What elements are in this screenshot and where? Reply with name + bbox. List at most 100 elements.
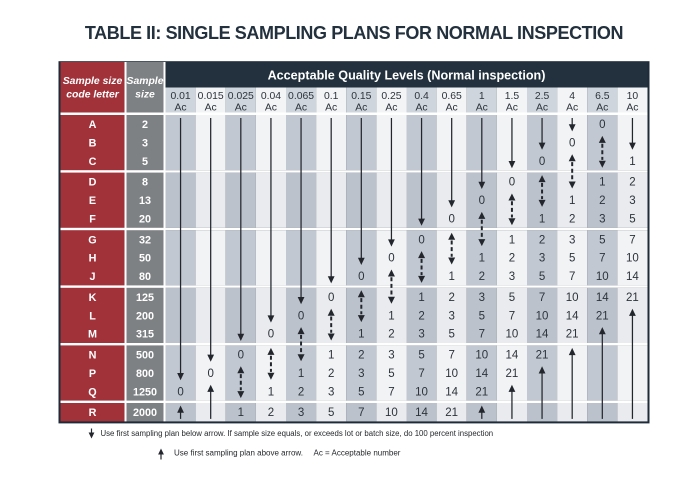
svg-text:6.5: 6.5	[595, 91, 610, 102]
svg-text:1: 1	[238, 407, 244, 419]
svg-text:3: 3	[142, 138, 148, 150]
svg-text:G: G	[88, 234, 96, 246]
svg-text:Ac: Ac	[295, 103, 307, 114]
svg-text:2: 2	[142, 119, 148, 131]
svg-text:M: M	[88, 329, 97, 341]
svg-text:5: 5	[539, 271, 545, 283]
svg-text:21: 21	[536, 350, 549, 362]
svg-text:0.015: 0.015	[198, 91, 224, 102]
svg-text:5: 5	[569, 253, 575, 265]
svg-text:10: 10	[566, 292, 579, 304]
svg-text:2: 2	[328, 368, 334, 380]
svg-text:3: 3	[539, 253, 545, 265]
svg-text:Ac: Ac	[325, 103, 337, 114]
svg-text:7: 7	[388, 386, 394, 398]
svg-text:N: N	[89, 350, 97, 362]
svg-text:Ac: Ac	[235, 103, 247, 114]
svg-text:14: 14	[626, 271, 639, 283]
svg-text:14: 14	[566, 310, 579, 322]
svg-text:Ac: Ac	[536, 103, 548, 114]
svg-text:13: 13	[139, 195, 151, 207]
svg-text:Ac: Ac	[596, 103, 608, 114]
svg-text:Sample: Sample	[127, 76, 164, 87]
svg-text:3: 3	[599, 214, 605, 226]
svg-text:Ac: Ac	[415, 103, 427, 114]
svg-text:0: 0	[388, 253, 394, 265]
svg-text:5: 5	[629, 214, 635, 226]
svg-text:0: 0	[238, 350, 244, 362]
svg-text:1: 1	[599, 177, 605, 189]
svg-text:14: 14	[536, 329, 549, 341]
svg-text:3: 3	[418, 329, 424, 341]
svg-text:0: 0	[298, 310, 304, 322]
svg-text:14: 14	[506, 350, 519, 362]
svg-text:80: 80	[139, 271, 151, 283]
svg-text:0: 0	[569, 138, 575, 150]
svg-text:5: 5	[142, 156, 148, 168]
svg-text:4: 4	[569, 91, 575, 102]
svg-text:7: 7	[629, 234, 635, 246]
svg-text:F: F	[89, 214, 96, 226]
svg-text:TABLE II: SINGLE SAMPLING PLAN: TABLE II: SINGLE SAMPLING PLANS FOR NORM…	[85, 23, 623, 43]
svg-text:2: 2	[629, 177, 635, 189]
svg-text:P: P	[89, 368, 96, 380]
svg-text:2: 2	[388, 329, 394, 341]
svg-text:2: 2	[268, 407, 274, 419]
svg-text:1: 1	[569, 195, 575, 207]
svg-text:L: L	[89, 310, 96, 322]
svg-text:21: 21	[566, 329, 579, 341]
svg-text:7: 7	[569, 271, 575, 283]
svg-text:3: 3	[448, 310, 454, 322]
svg-text:0: 0	[448, 214, 454, 226]
svg-text:2: 2	[479, 271, 485, 283]
svg-text:5: 5	[388, 368, 394, 380]
svg-text:14: 14	[596, 292, 609, 304]
svg-text:Ac: Ac	[174, 103, 186, 114]
svg-text:21: 21	[445, 407, 458, 419]
svg-text:3: 3	[629, 195, 635, 207]
svg-text:B: B	[89, 138, 97, 150]
svg-text:3: 3	[479, 292, 485, 304]
svg-text:0: 0	[599, 119, 605, 131]
svg-text:5: 5	[328, 407, 334, 419]
svg-text:Ac: Ac	[355, 103, 367, 114]
svg-text:1: 1	[629, 156, 635, 168]
svg-text:7: 7	[358, 407, 364, 419]
svg-text:Use first sampling plan above: Use first sampling plan above arrow.	[174, 449, 303, 458]
svg-text:2: 2	[418, 310, 424, 322]
svg-text:21: 21	[596, 310, 609, 322]
svg-text:3: 3	[388, 350, 394, 362]
svg-text:50: 50	[139, 253, 151, 265]
svg-text:8: 8	[142, 177, 148, 189]
svg-text:C: C	[89, 156, 97, 168]
svg-text:5: 5	[599, 234, 605, 246]
svg-text:Sample size: Sample size	[63, 76, 123, 87]
svg-text:1250: 1250	[133, 386, 157, 398]
svg-text:1: 1	[479, 253, 485, 265]
svg-text:Ac: Ac	[506, 103, 518, 114]
svg-text:Acceptable Quality Levels (Nor: Acceptable Quality Levels (Normal inspec…	[268, 69, 546, 83]
svg-text:5: 5	[358, 386, 364, 398]
svg-text:10: 10	[536, 310, 549, 322]
svg-text:7: 7	[509, 310, 515, 322]
svg-text:10: 10	[596, 271, 609, 283]
svg-text:0: 0	[539, 156, 545, 168]
svg-text:A: A	[89, 119, 97, 131]
svg-text:0.01: 0.01	[170, 91, 190, 102]
svg-text:1: 1	[268, 386, 274, 398]
svg-text:5: 5	[479, 310, 485, 322]
svg-text:14: 14	[475, 368, 488, 380]
svg-text:3: 3	[569, 234, 575, 246]
svg-text:10: 10	[445, 368, 458, 380]
svg-text:0: 0	[358, 271, 364, 283]
svg-text:14: 14	[445, 386, 458, 398]
svg-text:R: R	[89, 407, 97, 419]
svg-text:10: 10	[626, 253, 639, 265]
svg-text:K: K	[89, 292, 97, 304]
svg-text:0.15: 0.15	[351, 91, 371, 102]
svg-text:1.5: 1.5	[505, 91, 520, 102]
svg-text:code letter: code letter	[66, 90, 120, 101]
svg-text:0: 0	[418, 234, 424, 246]
svg-text:Use first sampling plan below: Use first sampling plan below arrow. If …	[101, 429, 494, 438]
svg-text:3: 3	[328, 386, 334, 398]
